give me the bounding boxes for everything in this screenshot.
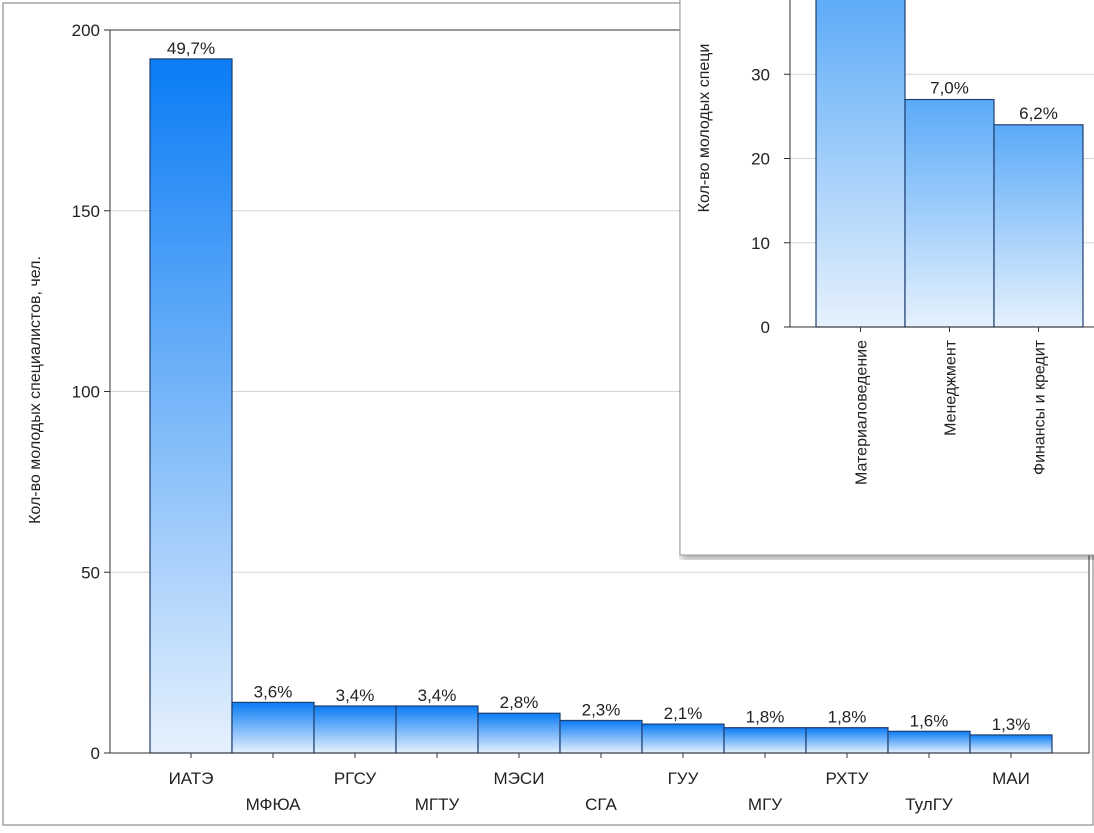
main-data-label: 3,6%	[254, 682, 293, 701]
main-y-axis-label: Кол-во молодых специалистов, чел.	[27, 256, 44, 524]
inset-x-tick-label: Финансы и кредит	[1032, 339, 1049, 475]
main-bar	[805, 727, 889, 754]
main-data-label: 2,3%	[582, 700, 621, 719]
inset-bars	[815, 0, 1084, 328]
main-x-tick-labels: ИАТЭ МФЮА РГСУ МГТУ МЭСИ СГА ГУУ МГУ РХТУ ТулГУ МА…	[169, 753, 1030, 814]
main-y-tick-label: 100	[72, 383, 100, 402]
main-y-tick-label: 150	[72, 202, 100, 221]
inset-y-tick-label: 10	[751, 234, 770, 253]
inset-chart: 0 10 20 30 7,0% 6,2% Материаловедение Менеджм…	[679, 0, 1094, 556]
main-bars	[149, 58, 1053, 754]
inset-data-label: 7,0%	[930, 79, 969, 98]
main-data-label: 1,8%	[828, 708, 867, 727]
main-bar	[149, 58, 233, 754]
main-x-tick-label: МГТУ	[415, 795, 460, 814]
main-y-ticks: 0 50 100 150 200	[72, 21, 110, 763]
inset-data-label: 6,2%	[1019, 104, 1058, 123]
inset-y-axis-label: Кол-во молодых специ	[696, 44, 713, 213]
main-bar	[887, 730, 971, 754]
main-data-labels: 49,7% 3,6% 3,4% 3,4% 2,8% 2,3% 2,1% 1,8% 1,8% 1,6…	[167, 39, 1030, 734]
main-y-tick-label: 50	[81, 563, 100, 582]
inset-data-labels: 7,0% 6,2%	[930, 79, 1058, 123]
main-x-tick-label: МАИ	[992, 769, 1030, 788]
main-bar	[231, 701, 315, 754]
main-data-label: 3,4%	[336, 686, 375, 705]
main-bar	[395, 705, 479, 754]
main-x-tick-label: РХТУ	[825, 769, 868, 788]
inset-bar	[815, 0, 906, 328]
main-x-tick-label: МФЮА	[246, 795, 302, 814]
main-bar	[313, 705, 397, 754]
main-y-tick-label: 200	[72, 21, 100, 40]
inset-y-ticks: 0 10 20 30	[751, 65, 790, 337]
main-x-tick-label: МГУ	[748, 795, 782, 814]
main-x-tick-label: МЭСИ	[494, 769, 545, 788]
main-bar	[641, 723, 725, 754]
main-data-label: 49,7%	[167, 39, 215, 58]
inset-y-tick-label: 20	[751, 150, 770, 169]
inset-x-tick-label: Материаловедение	[854, 340, 871, 485]
inset-y-tick-label: 0	[761, 318, 770, 337]
inset-bar	[904, 98, 995, 328]
main-y-tick-label: 0	[91, 744, 100, 763]
main-data-label: 3,4%	[418, 686, 457, 705]
main-bar	[559, 719, 643, 754]
main-bar	[969, 734, 1053, 754]
inset-y-tick-label: 30	[751, 65, 770, 84]
main-x-tick-label: ИАТЭ	[169, 769, 214, 788]
inset-bar	[993, 124, 1084, 328]
main-bar	[723, 727, 807, 754]
main-x-tick-label: РГСУ	[334, 769, 376, 788]
main-data-label: 1,3%	[992, 715, 1031, 734]
main-data-label: 1,8%	[746, 708, 785, 727]
main-data-label: 2,8%	[500, 693, 539, 712]
main-bar	[477, 712, 561, 754]
main-data-label: 2,1%	[664, 704, 703, 723]
main-x-tick-label: ТулГУ	[905, 795, 953, 814]
main-data-label: 1,6%	[910, 711, 949, 730]
inset-x-tick-labels: Материаловедение Менеджмент Финансы и кред…	[854, 327, 1049, 485]
inset-x-tick-label: Менеджмент	[943, 339, 960, 436]
main-x-tick-label: СГА	[585, 795, 617, 814]
main-x-tick-label: ГУУ	[668, 769, 699, 788]
